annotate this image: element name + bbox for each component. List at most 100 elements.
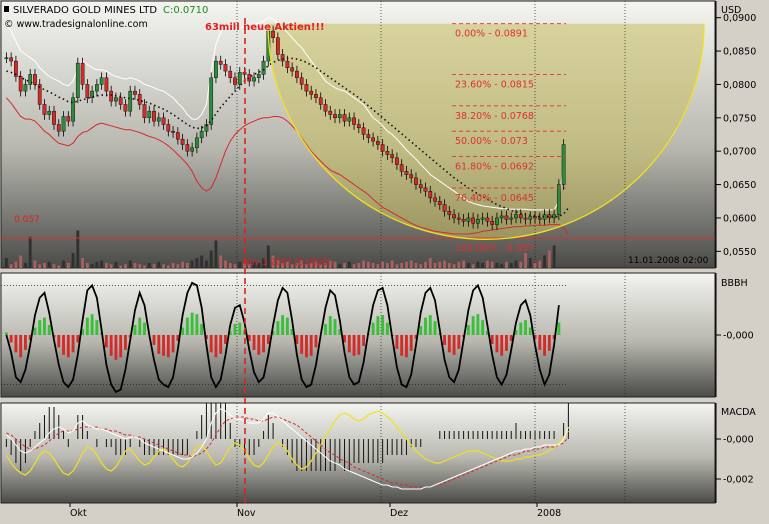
volume-bar xyxy=(395,264,399,268)
y-axis-area xyxy=(716,1,768,503)
candle-body xyxy=(533,216,537,219)
volume-bar xyxy=(138,264,142,268)
candle-body xyxy=(376,140,380,145)
bbbh-histogram-bar xyxy=(424,317,427,335)
candle-body xyxy=(290,67,295,72)
candle-body xyxy=(295,70,299,78)
bollinger-upper-line xyxy=(5,17,565,211)
bbbh-histogram-bar xyxy=(500,335,504,356)
candle-body xyxy=(280,54,285,62)
volume-bar xyxy=(424,261,427,268)
volume-bar xyxy=(528,258,532,268)
volume-bar xyxy=(109,264,113,268)
volume-bar xyxy=(514,260,518,268)
candle-body xyxy=(195,137,199,149)
bbbh-histogram-bar xyxy=(419,326,423,335)
bbbh-histogram-bar xyxy=(285,317,289,335)
volume-bar xyxy=(533,263,537,268)
bbbh-histogram-bar xyxy=(152,335,156,345)
bbbh-histogram-bar xyxy=(262,335,265,353)
bbbh-histogram-bar xyxy=(43,317,46,335)
candle-body xyxy=(356,124,361,129)
candle-body xyxy=(166,124,171,132)
fib-level-label: 61.80% - 0.0692 xyxy=(455,162,534,173)
candle-body xyxy=(485,217,490,222)
moving-average-line xyxy=(6,57,570,218)
bbbh-histogram-bar xyxy=(57,335,61,348)
candle-body xyxy=(509,217,514,220)
bbbh-histogram-bar xyxy=(14,335,18,353)
candle-body xyxy=(275,37,280,55)
candle-body xyxy=(214,60,218,78)
bbbh-histogram-bar xyxy=(447,335,451,353)
candle-body xyxy=(190,147,194,152)
candle-body xyxy=(161,117,166,125)
rounding-bottom-arc xyxy=(267,23,705,240)
candle-body xyxy=(4,57,9,59)
volume-bar xyxy=(195,258,199,268)
bbbh-histogram-bar xyxy=(219,335,223,354)
candle-body xyxy=(233,77,237,85)
candle-body xyxy=(537,217,542,220)
candle-body xyxy=(504,215,509,220)
bbbh-histogram-bar xyxy=(162,335,165,356)
candle-body xyxy=(109,90,114,102)
volume-bar xyxy=(419,264,423,268)
bbbh-histogram-bar xyxy=(33,327,37,335)
volume-bar xyxy=(405,261,408,268)
candle-body xyxy=(447,211,452,215)
candle-body xyxy=(495,217,499,225)
bbbh-histogram-bar xyxy=(281,315,285,335)
candle-body xyxy=(23,84,28,92)
candle-body xyxy=(71,97,75,122)
volume-bar xyxy=(219,255,223,268)
candle-body xyxy=(404,171,409,175)
volume-bar xyxy=(90,264,94,268)
volume-bar xyxy=(428,258,432,268)
candle-body xyxy=(428,191,433,199)
bbbh-histogram-bar xyxy=(109,335,113,356)
bbbh-histogram-bar xyxy=(533,335,537,339)
candle-body xyxy=(209,77,214,125)
bbbh-histogram-bar xyxy=(9,335,13,343)
candle-body xyxy=(299,77,304,85)
candle-body xyxy=(385,150,390,155)
volume-bar xyxy=(85,263,89,268)
volume-bar xyxy=(143,265,146,268)
volume-bar xyxy=(9,264,13,268)
bbbh-histogram-bar xyxy=(238,322,242,335)
candle-body xyxy=(256,74,261,78)
candle-body xyxy=(47,110,52,115)
candle-body xyxy=(42,104,47,115)
volume-bar xyxy=(457,261,461,268)
bbbh-histogram-bar xyxy=(528,327,532,335)
volume-bar xyxy=(4,258,8,268)
volume-bar xyxy=(157,261,161,268)
volume-bar xyxy=(176,264,180,268)
bbbh-histogram-bar xyxy=(466,325,470,335)
volume-bar xyxy=(552,245,556,268)
candle-body xyxy=(171,130,175,133)
candle-body xyxy=(433,197,437,202)
candle-body xyxy=(90,90,94,98)
bbbh-histogram-bar xyxy=(76,335,80,343)
volume-bar xyxy=(447,263,451,268)
volume-bar xyxy=(414,263,418,268)
bbbh-histogram-bar xyxy=(514,330,518,335)
candle-body xyxy=(333,114,337,119)
candle-body xyxy=(380,144,385,152)
event-line-label: Nov 1 2007 (0.0820) xyxy=(243,258,331,268)
candle-body xyxy=(223,64,228,72)
bbbh-histogram-bar xyxy=(352,335,356,356)
bbbh-histogram-bar xyxy=(371,322,375,335)
bbbh-histogram-bar xyxy=(509,335,513,341)
bbbh-histogram-bar xyxy=(362,335,366,346)
bbbh-histogram-bar xyxy=(414,335,418,339)
bbbh-histogram-bar xyxy=(181,327,185,335)
bbbh-histogram-bar xyxy=(543,335,546,356)
fib-level-label: 50.00% - 0.073 xyxy=(455,136,528,147)
candle-body xyxy=(399,164,404,172)
volume-bar xyxy=(257,263,261,268)
candle-body xyxy=(199,130,204,139)
